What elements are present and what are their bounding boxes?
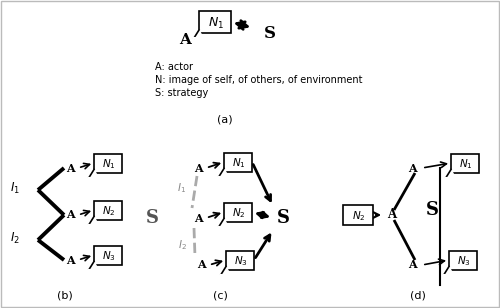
Text: N: image of self, of others, of environment: N: image of self, of others, of environm… [155,75,362,85]
Text: $I_1$: $I_1$ [10,180,20,196]
Text: S: S [426,201,438,219]
FancyBboxPatch shape [451,153,479,172]
Polygon shape [219,218,228,226]
FancyBboxPatch shape [94,245,122,265]
Text: (a): (a) [217,115,233,125]
Polygon shape [89,169,98,177]
Polygon shape [444,266,453,274]
Text: $N_3$: $N_3$ [102,249,116,263]
Text: A: A [194,213,202,224]
FancyBboxPatch shape [226,250,254,270]
Text: (b): (b) [57,291,73,301]
Text: $I_1$: $I_1$ [178,181,186,195]
Text: A: A [66,163,74,173]
FancyBboxPatch shape [343,205,373,225]
Text: $N_1$: $N_1$ [232,156,246,170]
FancyBboxPatch shape [224,202,252,221]
Text: $N_1$: $N_1$ [208,15,224,30]
FancyBboxPatch shape [199,11,231,33]
Text: A: actor: A: actor [155,62,193,72]
Polygon shape [194,30,203,38]
Text: A: A [179,33,191,47]
FancyBboxPatch shape [94,201,122,220]
Text: S: strategy: S: strategy [155,88,208,98]
Polygon shape [221,266,230,274]
FancyBboxPatch shape [224,152,252,172]
Text: $N_3$: $N_3$ [234,254,248,268]
Polygon shape [89,217,98,225]
Text: $I_2$: $I_2$ [10,230,20,245]
Text: S: S [146,209,158,227]
Polygon shape [446,169,455,177]
Text: (d): (d) [410,291,426,301]
Text: A: A [196,260,205,270]
FancyBboxPatch shape [449,250,477,270]
Text: $I_2$: $I_2$ [178,238,186,252]
Polygon shape [89,261,98,270]
Text: $N_3$: $N_3$ [457,254,471,268]
Text: $N_2$: $N_2$ [102,204,116,218]
Text: $N_2$: $N_2$ [352,209,366,223]
Text: (c): (c) [212,291,228,301]
Text: A: A [408,260,416,270]
Text: A: A [66,209,74,221]
Text: $N_2$: $N_2$ [232,206,246,220]
Text: $N_1$: $N_1$ [459,157,473,171]
Text: $N_1$: $N_1$ [102,157,116,171]
Text: A: A [194,163,202,173]
Text: A: A [66,254,74,265]
Text: S: S [264,26,276,43]
FancyBboxPatch shape [94,153,122,172]
Text: A: A [388,209,396,221]
Text: A: A [408,163,416,173]
Polygon shape [219,168,228,176]
Text: S: S [276,209,289,227]
